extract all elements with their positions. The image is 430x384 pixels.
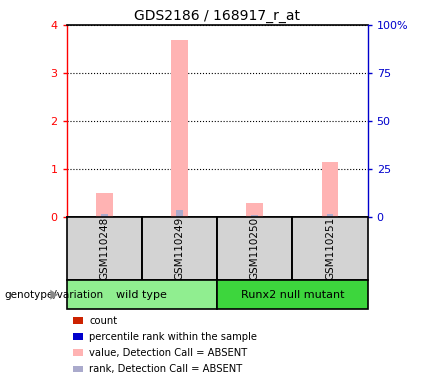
Text: wild type: wild type <box>117 290 167 300</box>
Text: rank, Detection Call = ABSENT: rank, Detection Call = ABSENT <box>89 364 242 374</box>
Bar <box>101 214 108 217</box>
FancyBboxPatch shape <box>217 217 292 280</box>
FancyBboxPatch shape <box>67 217 142 280</box>
Text: percentile rank within the sample: percentile rank within the sample <box>89 332 257 342</box>
Text: GSM110251: GSM110251 <box>325 217 335 280</box>
Text: Runx2 null mutant: Runx2 null mutant <box>241 290 344 300</box>
FancyBboxPatch shape <box>67 280 217 309</box>
FancyBboxPatch shape <box>142 217 217 280</box>
FancyBboxPatch shape <box>292 217 368 280</box>
FancyBboxPatch shape <box>217 280 368 309</box>
Bar <box>246 203 263 217</box>
Text: value, Detection Call = ABSENT: value, Detection Call = ABSENT <box>89 348 247 358</box>
Text: genotype/variation: genotype/variation <box>4 290 104 300</box>
Bar <box>322 162 338 217</box>
Text: GSM110249: GSM110249 <box>175 217 184 280</box>
Bar <box>252 215 258 217</box>
Text: GSM110248: GSM110248 <box>99 217 109 280</box>
Title: GDS2186 / 168917_r_at: GDS2186 / 168917_r_at <box>134 8 300 23</box>
Bar <box>171 40 188 217</box>
Bar <box>176 210 183 217</box>
Text: count: count <box>89 316 117 326</box>
Text: GSM110250: GSM110250 <box>250 217 260 280</box>
Bar <box>96 193 113 217</box>
Bar <box>327 214 333 217</box>
